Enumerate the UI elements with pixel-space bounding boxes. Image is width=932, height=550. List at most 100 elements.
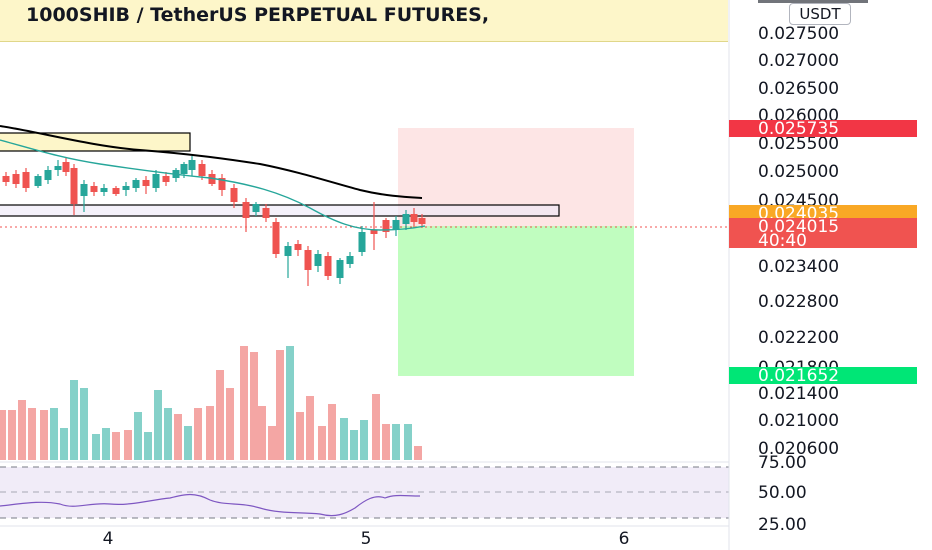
price-tag — [729, 205, 917, 222]
candle-body — [142, 180, 150, 186]
volume-bar — [382, 424, 390, 460]
volume-bar — [194, 408, 202, 460]
candle-body — [100, 188, 108, 192]
candle-body — [218, 178, 226, 190]
candle-body — [162, 176, 170, 182]
rsi-tick-label: 25.00 — [758, 515, 807, 535]
volume-bar — [318, 426, 326, 460]
volume-bar — [164, 408, 172, 460]
volume-bar — [372, 394, 380, 460]
candle-body — [70, 168, 78, 204]
candle-body — [122, 186, 130, 190]
candle-body — [242, 202, 250, 218]
candle-body — [34, 176, 42, 186]
volume-bar — [124, 430, 132, 460]
price-tick-label: 0.022200 — [758, 328, 839, 348]
candle-body — [132, 180, 140, 188]
price-tick-label: 0.022800 — [758, 292, 839, 312]
candle-body — [230, 188, 238, 202]
volume-bar — [276, 350, 284, 460]
symbol-title: 1000SHIB / TetherUS PERPETUAL FUTURES, — [26, 4, 490, 26]
candle-body — [180, 164, 188, 174]
volume-bars — [0, 346, 422, 460]
risk-reward-zones[interactable] — [398, 128, 634, 376]
volume-bar — [0, 410, 6, 460]
volume-bar — [184, 426, 192, 460]
candle-body — [304, 250, 312, 270]
ma-fast-line — [0, 139, 426, 231]
price-tag — [729, 120, 917, 137]
price-tick-label: 0.021000 — [758, 411, 839, 431]
volume-bar — [296, 412, 304, 460]
price-tag — [729, 367, 917, 384]
candle-body — [314, 254, 322, 266]
rsi-tick-label: 50.00 — [758, 483, 807, 503]
price-axis-background — [729, 0, 932, 550]
currency-button[interactable]: USDT — [789, 3, 851, 25]
candle-body — [80, 184, 88, 196]
volume-bar — [80, 388, 88, 460]
rsi-pane — [0, 461, 729, 519]
volume-bar — [226, 388, 234, 460]
volume-bar — [102, 428, 110, 460]
candle-body — [402, 214, 410, 224]
price-tick-label: 0.020600 — [758, 439, 839, 459]
time-tick-label: 5 — [361, 529, 372, 549]
supply-rectangle — [0, 132, 191, 152]
candle-body — [112, 188, 120, 194]
volume-bar — [8, 410, 16, 460]
candle-body — [252, 204, 260, 212]
price-tick-label: 0.025500 — [758, 134, 839, 154]
drawn-rectangles[interactable] — [0, 132, 560, 217]
price-axis[interactable]: 0.0275000.0270000.0265000.0260000.025500… — [728, 0, 932, 550]
volume-bar — [18, 400, 26, 460]
candlesticks — [2, 156, 426, 286]
candle-body — [370, 230, 378, 234]
volume-bar — [306, 396, 314, 460]
clipped-tick — [758, 0, 868, 3]
candle-body — [336, 260, 344, 278]
volume-bar — [112, 432, 120, 460]
price-tag — [729, 218, 917, 248]
price-tag-label: 0.021652 — [758, 366, 839, 386]
volume-bar — [134, 412, 142, 460]
candle-body — [272, 222, 280, 254]
level-rectangle — [0, 204, 560, 217]
moving-averages — [0, 125, 426, 231]
price-tick-label: 0.025000 — [758, 162, 839, 182]
volume-bar — [404, 424, 412, 460]
take-profit-zone — [398, 226, 634, 376]
volume-bar — [286, 346, 294, 460]
volume-bar — [340, 418, 348, 460]
candle-body — [2, 176, 10, 182]
ma-slow-line — [0, 125, 423, 199]
volume-bar — [174, 414, 182, 460]
volume-bar — [414, 446, 422, 460]
price-tick-label: 0.026500 — [758, 79, 839, 99]
candle-body — [382, 220, 390, 232]
candle-body — [44, 170, 52, 180]
volume-bar — [350, 430, 358, 460]
volume-bar — [92, 434, 100, 460]
time-tick-label: 6 — [619, 529, 630, 549]
candle-body — [198, 164, 206, 176]
rsi-line — [0, 493, 421, 517]
candle-body — [262, 208, 270, 218]
time-axis[interactable]: 4 5 6 — [0, 525, 729, 549]
candle-body — [410, 214, 418, 222]
price-tick-label: 0.023400 — [758, 257, 839, 277]
price-tag-countdown: 40:40 — [758, 231, 807, 251]
volume-bar — [240, 346, 248, 460]
volume-bar — [28, 408, 36, 460]
candle-body — [54, 166, 62, 170]
volume-bar — [250, 352, 258, 460]
price-tick-label: 0.021400 — [758, 384, 839, 404]
volume-bar — [268, 426, 276, 460]
volume-bar — [206, 406, 214, 460]
volume-bar — [40, 410, 48, 460]
volume-bar — [258, 406, 266, 460]
symbol-title-bar: 1000SHIB / TetherUS PERPETUAL FUTURES, — [0, 0, 728, 42]
candle-body — [22, 172, 30, 188]
volume-bar — [216, 370, 224, 460]
